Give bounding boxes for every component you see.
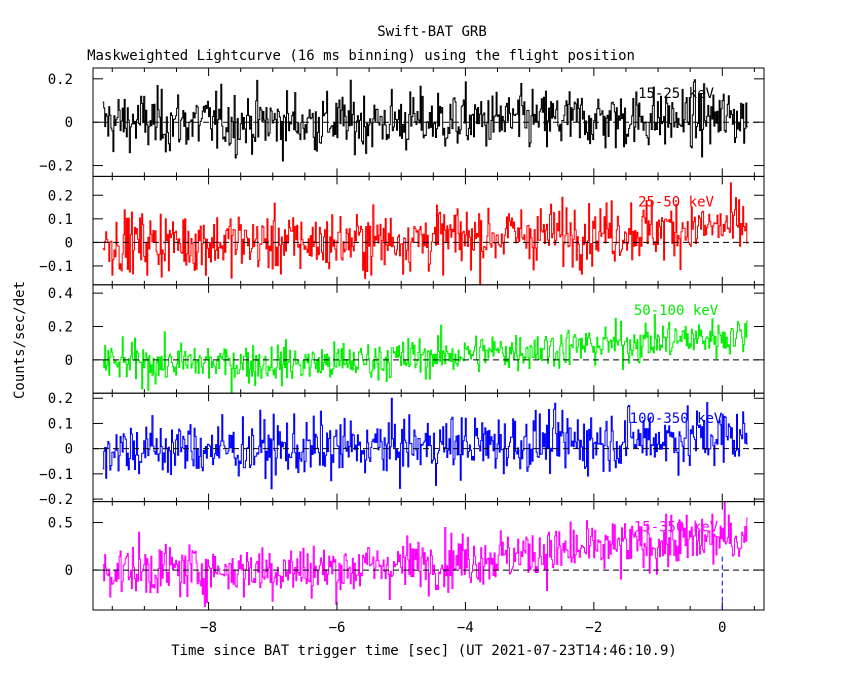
x-tick-label-2: −4	[457, 620, 474, 636]
y-tick-label-2-0: 0	[65, 353, 73, 369]
y-tick-label-0-1: 0	[65, 115, 73, 131]
chart-subtitle: Maskweighted Lightcurve (16 ms binning) …	[87, 48, 635, 64]
y-tick-label-1-1: 0	[65, 235, 73, 251]
panel-4: 15-350 keV 0 0.5	[48, 501, 765, 611]
chart-title: Swift-BAT GRB	[377, 24, 487, 40]
panel-1: 25-50 keV −0.1 0 0.1 0.2	[39, 175, 765, 286]
y-tick-label-4-1: 0.5	[48, 516, 73, 532]
y-tick-label-3-0: −0.2	[39, 492, 73, 508]
band-label-4: 15-350 keV	[634, 520, 719, 536]
panel-frame-2	[92, 284, 765, 394]
y-tick-label-3-4: 0.2	[48, 391, 73, 407]
x-tick-label-0: −8	[200, 620, 217, 636]
x-axis-label: Time since BAT trigger time [sec] (UT 20…	[171, 643, 677, 659]
series-line-4	[102, 501, 748, 607]
band-label-1: 25-50 keV	[638, 194, 714, 210]
panel-3: 100-350 keV −0.2 −0.1 0 0.1 0.2	[39, 391, 765, 508]
x-tick-label-4: 0	[718, 620, 726, 636]
panel-2: 50-100 keV 0 0.2 0.4	[48, 284, 765, 394]
band-label-3: 100-350 keV	[630, 411, 723, 427]
series-line-0	[102, 79, 748, 162]
panel-0: 15-25 keV −0.2 0 0.2	[39, 67, 765, 177]
panels-group: 15-25 keV−0.200.225-50 keV−0.100.10.250-…	[39, 67, 765, 636]
y-tick-label-2-2: 0.4	[48, 286, 73, 302]
y-tick-label-3-2: 0	[65, 442, 73, 458]
x-tick-label-3: −2	[585, 620, 602, 636]
y-tick-label-4-0: 0	[65, 563, 73, 579]
y-tick-label-1-3: 0.2	[48, 188, 73, 204]
y-tick-label-1-0: −0.1	[39, 259, 73, 275]
y-tick-label-3-1: −0.1	[39, 467, 73, 483]
band-label-0: 15-25 keV	[638, 86, 714, 102]
y-tick-label-2-1: 0.2	[48, 319, 73, 335]
y-axis-label: Counts/sec/det	[12, 281, 28, 399]
panel-frame-4	[92, 501, 765, 611]
series-line-1	[102, 182, 748, 285]
y-tick-label-0-0: −0.2	[39, 159, 73, 175]
series-line-3	[102, 397, 748, 490]
band-label-2: 50-100 keV	[634, 303, 719, 319]
series-line-2	[102, 314, 748, 394]
x-tick-label-1: −6	[329, 620, 346, 636]
y-tick-label-1-2: 0.1	[48, 212, 73, 228]
y-tick-label-3-3: 0.1	[48, 416, 73, 432]
y-tick-label-0-2: 0.2	[48, 72, 73, 88]
